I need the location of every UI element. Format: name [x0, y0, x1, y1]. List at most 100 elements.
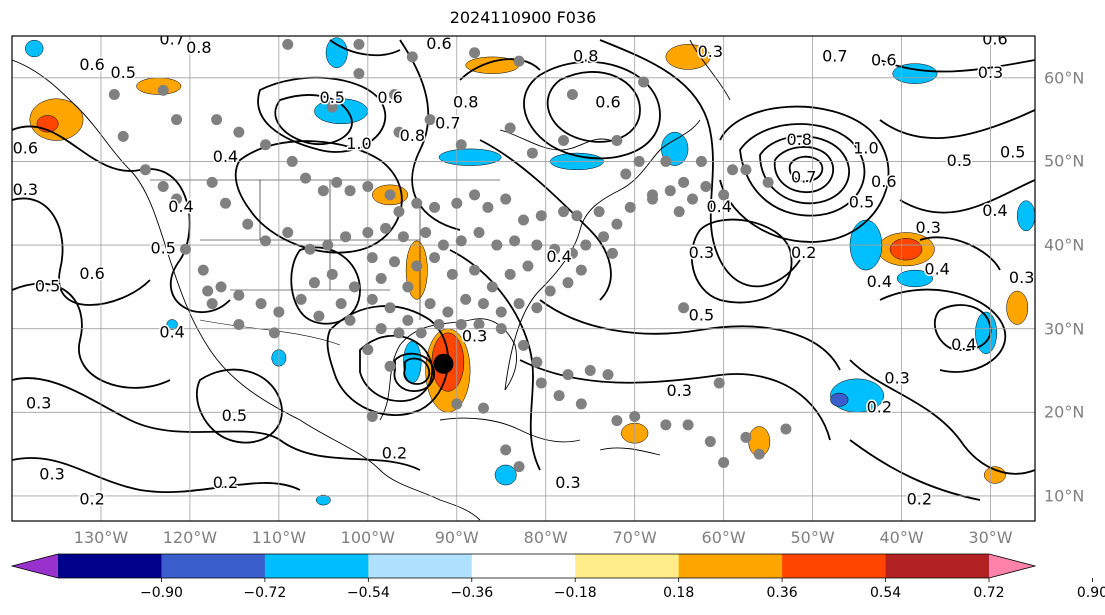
longitude-label: 130°W — [73, 528, 129, 547]
contour-label: 0.8 — [573, 46, 598, 65]
stations-layer — [108, 38, 792, 473]
longitude-label: 120°W — [162, 528, 218, 547]
station-point — [202, 285, 214, 297]
station-point — [362, 344, 374, 356]
station-point — [500, 193, 512, 205]
contour-label: 0.3 — [1009, 268, 1034, 287]
station-point — [344, 185, 356, 197]
contour-line — [459, 58, 541, 81]
station-point — [268, 327, 280, 339]
contour-label: 0.5 — [35, 276, 60, 295]
station-point — [384, 360, 396, 372]
station-point — [206, 176, 218, 188]
station-point — [233, 318, 245, 330]
station-point — [429, 201, 441, 213]
contour-label: 0.6 — [595, 92, 620, 111]
station-point — [429, 252, 441, 264]
contour-label: 0.3 — [26, 393, 51, 412]
station-point — [682, 419, 694, 431]
colorbar-tick-label: 0.36 — [766, 585, 798, 601]
station-point — [495, 323, 507, 335]
contour-label: 0.4 — [867, 272, 892, 291]
station-point — [477, 402, 489, 414]
contour-label: 0.6 — [871, 172, 896, 191]
contour-label: 0.6 — [13, 138, 38, 157]
colorbar-segment — [575, 554, 680, 578]
shaded-region-neg1 — [975, 311, 997, 355]
contour-line — [12, 457, 301, 493]
shaded-region-pos1 — [1006, 290, 1029, 325]
contour-line — [479, 139, 612, 301]
station-point — [326, 101, 338, 113]
station-point — [606, 247, 618, 259]
contour-line — [274, 94, 353, 146]
station-point — [740, 164, 752, 176]
contour-label: 0.5 — [689, 306, 714, 325]
station-point — [380, 222, 392, 234]
station-point — [664, 185, 676, 197]
station-point — [638, 76, 650, 88]
station-point — [331, 176, 343, 188]
colorbar-tick-label: −0.36 — [450, 585, 494, 601]
station-point — [558, 206, 570, 218]
station-point — [629, 410, 641, 422]
colorbar-tick-label: −0.18 — [553, 585, 597, 601]
contour-line — [879, 59, 1035, 73]
contour-label: 0.5 — [222, 406, 247, 425]
station-point — [446, 268, 458, 280]
station-point — [402, 281, 414, 293]
contour-line — [403, 357, 431, 385]
colorbar-extend-high — [989, 554, 1035, 578]
station-point — [326, 268, 338, 280]
contour-label: 0.5 — [320, 88, 345, 107]
station-point — [602, 369, 614, 381]
colorbar-segment — [58, 554, 162, 578]
station-point — [704, 436, 716, 448]
station-point — [482, 201, 494, 213]
station-point — [762, 176, 774, 188]
contour-label: 0.4 — [924, 260, 949, 279]
station-point — [157, 181, 169, 193]
station-point — [460, 293, 472, 305]
contour-label: 0.3 — [978, 63, 1003, 82]
shaded-region-neg1 — [315, 494, 331, 506]
colorbar-tick-label: 0.90 — [1076, 585, 1105, 601]
contour-line — [599, 39, 801, 288]
station-point — [197, 264, 209, 276]
contour-line — [879, 109, 1035, 140]
longitude-label: 70°W — [612, 528, 657, 547]
station-point — [393, 126, 405, 138]
station-point — [389, 256, 401, 268]
station-point — [206, 298, 218, 310]
shaded-region-neg1 — [166, 319, 178, 330]
station-point — [344, 314, 356, 326]
station-point — [139, 164, 151, 176]
station-point — [424, 114, 436, 126]
station-point — [473, 318, 485, 330]
station-point — [362, 181, 374, 193]
contour-label: 0.2 — [907, 490, 932, 509]
shaded-region-neg1 — [25, 39, 44, 58]
station-point — [593, 206, 605, 218]
station-point — [366, 293, 378, 305]
station-point — [242, 218, 254, 230]
colorbar-tick-label: −0.72 — [243, 585, 287, 601]
station-point — [211, 114, 223, 126]
station-point — [486, 281, 498, 293]
contour-label: 0.5 — [1000, 143, 1025, 162]
station-point — [513, 298, 525, 310]
latitude-label: 30°N — [1044, 319, 1085, 339]
station-point — [678, 302, 690, 314]
shaded-anomaly-layer — [25, 37, 1035, 506]
station-point — [442, 306, 454, 318]
station-point — [179, 243, 191, 255]
contour-label: 0.5 — [947, 151, 972, 170]
longitude-label: 110°W — [251, 528, 307, 547]
station-point — [518, 339, 529, 351]
station-point — [518, 214, 529, 226]
coastline-layer — [12, 39, 731, 521]
latitude-label: 60°N — [1044, 68, 1085, 88]
contour-line — [759, 135, 850, 205]
contour-line — [523, 61, 661, 160]
contour-label: 0.5 — [849, 193, 874, 212]
